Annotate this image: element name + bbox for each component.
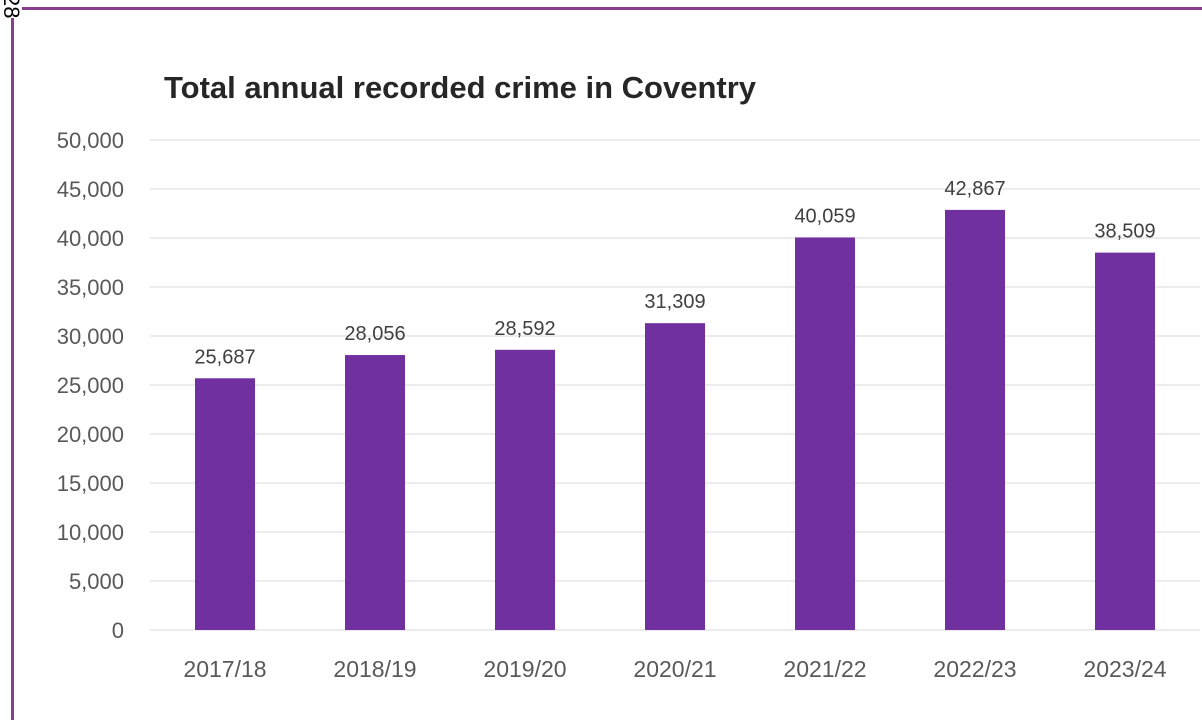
bar [345,355,405,630]
x-tick-label: 2020/21 [633,656,716,682]
data-label: 40,059 [794,205,855,227]
y-tick-label: 15,000 [57,471,124,496]
y-tick-label: 0 [112,618,124,643]
bar [195,378,255,630]
y-tick-label: 45,000 [57,177,124,202]
data-label: 42,867 [944,178,1005,200]
y-tick-label: 10,000 [57,520,124,545]
y-tick-label: 50,000 [57,128,124,153]
y-tick-label: 20,000 [57,422,124,447]
y-tick-label: 25,000 [57,373,124,398]
data-label: 25,687 [194,346,255,368]
y-tick-label: 40,000 [57,226,124,251]
y-tick-label: 30,000 [57,324,124,349]
bar [795,237,855,630]
data-label: 28,592 [494,318,555,340]
data-label: 28,056 [344,323,405,345]
data-label: 38,509 [1094,221,1155,243]
y-tick-label: 5,000 [69,569,124,594]
page-frame-left-border [11,7,14,720]
chart-title: Total annual recorded crime in Coventry [164,70,757,105]
y-tick-label: 35,000 [57,275,124,300]
bar [1095,252,1155,630]
bar [945,209,1005,631]
data-label: 31,309 [644,291,705,313]
bar [645,323,705,630]
x-tick-label: 2022/23 [933,656,1016,682]
x-tick-label: 2021/22 [783,656,866,682]
x-tick-label: 2017/18 [183,656,266,682]
x-tick-label: 2023/24 [1083,656,1166,682]
x-tick-label: 2018/19 [333,656,416,682]
bar [495,349,555,630]
x-tick-label: 2019/20 [483,656,566,682]
page-frame-top-border [0,7,1202,10]
